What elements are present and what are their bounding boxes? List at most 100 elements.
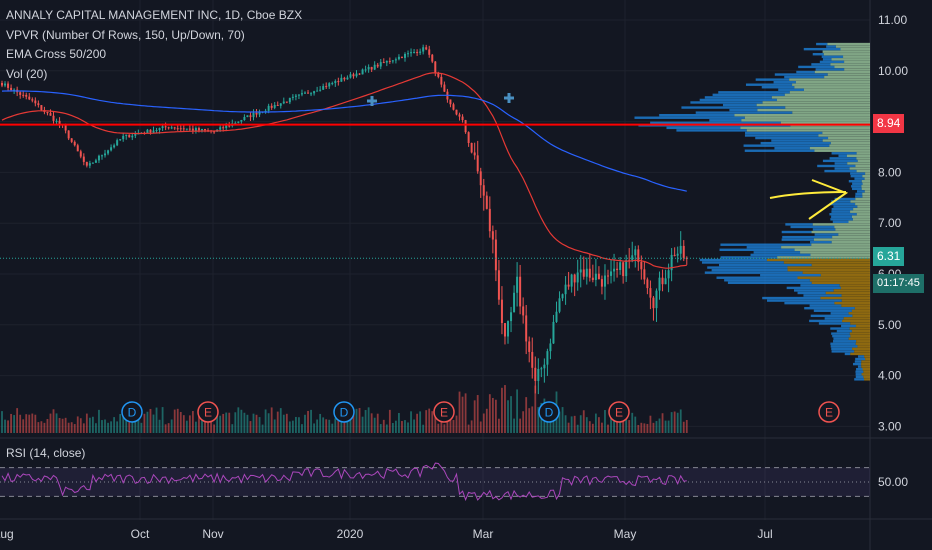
volume-bar: [419, 411, 422, 433]
volume-bar: [613, 412, 615, 433]
vpvr-bar: [709, 119, 742, 122]
volume-bar: [113, 417, 116, 433]
vpvr-bar: [844, 352, 851, 356]
vpvr-bar: [727, 281, 812, 285]
candle-body: [213, 131, 216, 133]
volume-bar: [464, 393, 467, 433]
volume-bar: [52, 409, 55, 433]
vpvr-bar: [826, 45, 837, 48]
volume-bar: [667, 420, 670, 433]
candle-body: [516, 276, 519, 293]
volume-bar: [507, 400, 509, 433]
candle-body: [97, 155, 100, 161]
vpvr-bar: [853, 207, 870, 211]
symbol-title[interactable]: ANNALY CAPITAL MANAGEMENT INC, 1D, Cboe …: [6, 8, 303, 22]
volume-bar: [307, 410, 309, 433]
candle-body: [285, 101, 288, 103]
dividend-marker-label: D: [128, 406, 137, 420]
volume-bar: [652, 422, 655, 433]
candle-body: [246, 115, 249, 118]
volume-bar: [25, 414, 28, 433]
candle-body: [294, 95, 297, 97]
vpvr-bar: [852, 314, 870, 318]
candle-body: [394, 59, 397, 61]
vpvr-bar: [746, 129, 870, 132]
vpvr-bar: [820, 274, 870, 277]
candle-body: [661, 277, 664, 285]
ema-cross-marker: [504, 93, 514, 103]
candle-body: [649, 288, 652, 298]
rsi-legend[interactable]: RSI (14, close): [6, 446, 86, 460]
volume-bar: [158, 419, 161, 433]
vpvr-bar: [750, 253, 811, 257]
volume-indicator-label[interactable]: Vol (20): [6, 66, 48, 81]
candle-body: [279, 103, 282, 106]
candle-body: [637, 249, 640, 262]
candle-body: [49, 113, 52, 116]
vpvr-bar: [814, 149, 870, 152]
candle-body: [70, 138, 73, 142]
volume-bar: [137, 412, 140, 433]
vpvr-bar: [701, 261, 784, 264]
volume-bar: [316, 419, 319, 433]
vpvr-bar: [718, 263, 812, 267]
candle-body: [194, 128, 197, 131]
volume-bar: [1, 411, 3, 433]
volume-bar: [449, 416, 452, 433]
volume-bar: [240, 409, 243, 433]
volume-bar: [110, 421, 112, 433]
candle-body: [464, 120, 467, 133]
candle-body: [325, 86, 328, 88]
vpvr-bar: [852, 218, 870, 221]
vpvr-bar: [809, 147, 870, 150]
volume-bar: [340, 413, 343, 433]
candle-body: [379, 62, 382, 67]
volume-bar: [125, 411, 128, 433]
vpvr-bar: [841, 294, 870, 297]
vpvr-bar: [741, 119, 870, 122]
vpvr-bar: [861, 365, 870, 368]
candle-body: [176, 128, 179, 130]
vpvr-bar: [850, 210, 870, 213]
vpvr-bar: [704, 96, 772, 99]
volume-bar: [334, 418, 337, 433]
candle-body: [297, 94, 300, 96]
candle-body: [28, 96, 31, 100]
volume-bar: [331, 423, 334, 433]
candle-body: [200, 128, 203, 131]
volume-bar: [188, 415, 191, 433]
vpvr-bar: [840, 47, 870, 51]
vpvr-indicator-label[interactable]: VPVR (Number Of Rows, 150, Up/Down, 70): [6, 27, 245, 42]
vpvr-bar: [832, 235, 870, 239]
volume-bar: [319, 413, 322, 433]
vpvr-bar: [856, 367, 863, 371]
vpvr-bar: [856, 169, 870, 173]
volume-bar: [401, 421, 403, 433]
vpvr-bar: [744, 134, 819, 137]
ema-indicator-label[interactable]: EMA Cross 50/200: [6, 47, 107, 61]
vpvr-bar: [829, 157, 857, 160]
candle-body: [10, 87, 13, 91]
vpvr-bar: [811, 230, 870, 234]
vpvr-bar: [847, 162, 870, 165]
volume-bar: [619, 412, 622, 433]
vpvr-bar: [722, 103, 757, 107]
volume-bar: [82, 423, 85, 433]
volume-bar: [676, 412, 679, 433]
vpvr-bar: [856, 152, 870, 155]
vpvr-bar: [767, 299, 842, 302]
vpvr-bar: [785, 223, 813, 226]
vpvr-bar: [830, 342, 856, 345]
vpvr-bar: [849, 167, 870, 170]
vpvr-bar: [794, 86, 870, 89]
vpvr-bar: [833, 205, 858, 208]
candle-body: [500, 299, 503, 324]
volume-bar: [558, 411, 561, 433]
candle-body: [31, 99, 34, 101]
volume-bar: [573, 415, 576, 433]
volume-bar: [301, 424, 303, 433]
volume-bar: [622, 412, 625, 433]
volume-bar: [610, 408, 612, 433]
